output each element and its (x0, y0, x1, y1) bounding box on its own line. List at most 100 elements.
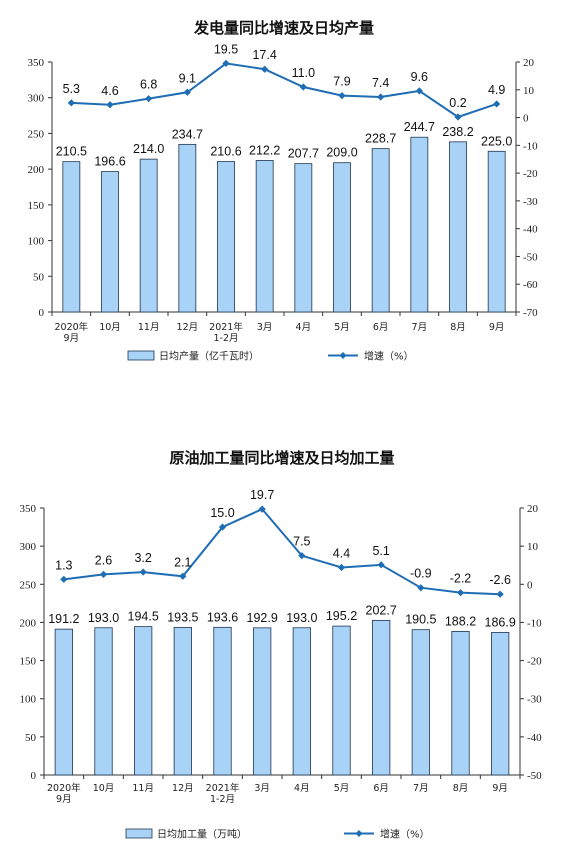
left-axis-tick-label: 350 (20, 503, 37, 515)
x-axis-tick-label: 2021年 1-2月 (206, 782, 240, 805)
right-axis-tick-label: -20 (523, 168, 538, 180)
left-axis-tick-label: 200 (28, 164, 45, 176)
right-axis-tick-label: 10 (523, 85, 535, 97)
growth-point (456, 589, 465, 597)
bar-value-label: 191.2 (48, 612, 79, 626)
growth-point (377, 561, 385, 569)
growth-point (99, 570, 108, 578)
right-axis-tick-label: -10 (523, 140, 538, 152)
growth-point (106, 101, 114, 109)
growth-value-label: 11.0 (292, 66, 315, 80)
bar (410, 136, 429, 313)
left-axis-tick-label: 350 (28, 57, 45, 69)
growth-value-label: 7.9 (333, 75, 350, 89)
right-axis-tick-label: -60 (523, 279, 538, 291)
growth-value-label: -2.6 (489, 573, 511, 587)
left-axis-tick-label: 200 (20, 617, 37, 629)
chart-1: 发电量同比增速及日均产量050100150200250300350-70-60-… (28, 19, 539, 363)
x-axis-tick-label: 8月 (453, 783, 469, 794)
x-axis-tick-label: 4月 (296, 322, 312, 333)
bar (213, 626, 232, 776)
x-axis-tick-label: 7月 (412, 322, 428, 333)
x-axis-tick-label: 10月 (99, 322, 121, 333)
left-axis-tick-label: 50 (25, 732, 37, 744)
bar-value-label: 238.2 (442, 125, 473, 139)
bar-value-label: 193.6 (207, 610, 238, 624)
left-axis-tick-label: 100 (28, 236, 45, 248)
bar (371, 148, 390, 313)
x-axis-tick-label: 11月 (132, 783, 154, 794)
growth-value-label: 15.0 (210, 506, 234, 520)
x-axis-tick-label: 12月 (172, 783, 194, 794)
left-axis-tick-label: 150 (20, 656, 37, 668)
left-axis-tick-label: 100 (20, 694, 37, 706)
bar-value-label: 228.7 (365, 132, 396, 146)
growth-value-label: 2.6 (95, 553, 112, 567)
growth-value-label: -0.9 (410, 567, 432, 581)
growth-value-label: 19.5 (214, 42, 238, 56)
growth-value-label: 7.4 (372, 76, 389, 90)
x-axis-tick-label: 11月 (138, 322, 160, 333)
bar-value-label: 194.5 (128, 610, 159, 624)
growth-point (67, 99, 75, 107)
growth-point (337, 563, 346, 572)
right-axis-tick-label: -30 (527, 694, 542, 706)
growth-value-label: 5.1 (372, 544, 389, 558)
right-axis-tick-label: 0 (527, 579, 533, 591)
bar-value-label: 225.0 (481, 134, 512, 148)
right-axis-tick-label: -40 (523, 224, 538, 236)
bar (255, 160, 274, 313)
bar-value-label: 214.0 (133, 142, 164, 156)
growth-value-label: 2.1 (174, 555, 191, 569)
bar (292, 627, 311, 776)
bar (332, 625, 351, 776)
bar (411, 629, 430, 776)
x-axis-tick-label: 3月 (257, 322, 273, 333)
bar-value-label: 190.5 (405, 613, 436, 627)
bar (333, 162, 351, 313)
growth-value-label: 4.9 (488, 83, 505, 97)
right-axis-tick-label: -30 (523, 196, 538, 208)
growth-point (496, 590, 504, 598)
bar-value-label: 195.2 (326, 609, 357, 623)
bar-value-label: 210.6 (210, 145, 241, 159)
growth-point (179, 572, 187, 580)
right-axis-tick-label: -40 (527, 732, 542, 744)
bar (94, 627, 113, 776)
x-axis-tick-label: 7月 (413, 783, 429, 794)
bar-value-label: 209.0 (326, 146, 357, 160)
growth-point (145, 95, 153, 103)
bar-value-label: 193.0 (286, 611, 317, 625)
bar-value-label: 193.5 (167, 610, 198, 624)
bar-value-label: 234.7 (172, 127, 203, 141)
bar (101, 171, 119, 313)
chart-2: 原油加工量同比增速及日均加工量050100150200250300350-50-… (20, 449, 543, 841)
bar (139, 158, 158, 313)
right-axis-tick-label: 10 (527, 541, 539, 553)
bar (449, 141, 467, 313)
growth-value-label: 17.4 (252, 48, 276, 62)
bar (134, 626, 153, 776)
legend-line-marker (339, 352, 347, 359)
bar-value-label: 188.2 (445, 614, 476, 628)
bar (372, 619, 391, 776)
growth-value-label: 9.6 (411, 70, 428, 84)
growth-point (298, 552, 306, 560)
x-axis-tick-label: 2021年 1-2月 (209, 321, 243, 344)
growth-point (60, 575, 68, 583)
growth-point (417, 584, 425, 592)
right-axis-tick-label: 20 (527, 503, 539, 515)
left-axis-tick-label: 50 (33, 271, 45, 283)
growth-value-label: 19.7 (250, 488, 274, 502)
growth-value-label: 9.1 (179, 71, 196, 85)
legend-bar-label: 日均加工量（万吨） (157, 828, 247, 841)
right-axis-tick-label: -10 (527, 617, 542, 629)
x-axis-tick-label: 12月 (177, 322, 199, 333)
growth-value-label: 5.3 (63, 82, 80, 96)
growth-line (71, 62, 497, 119)
bar-value-label: 244.7 (404, 120, 435, 134)
left-axis-tick-label: 150 (28, 200, 45, 212)
bar-value-label: 193.0 (88, 611, 119, 625)
growth-point (338, 92, 346, 100)
